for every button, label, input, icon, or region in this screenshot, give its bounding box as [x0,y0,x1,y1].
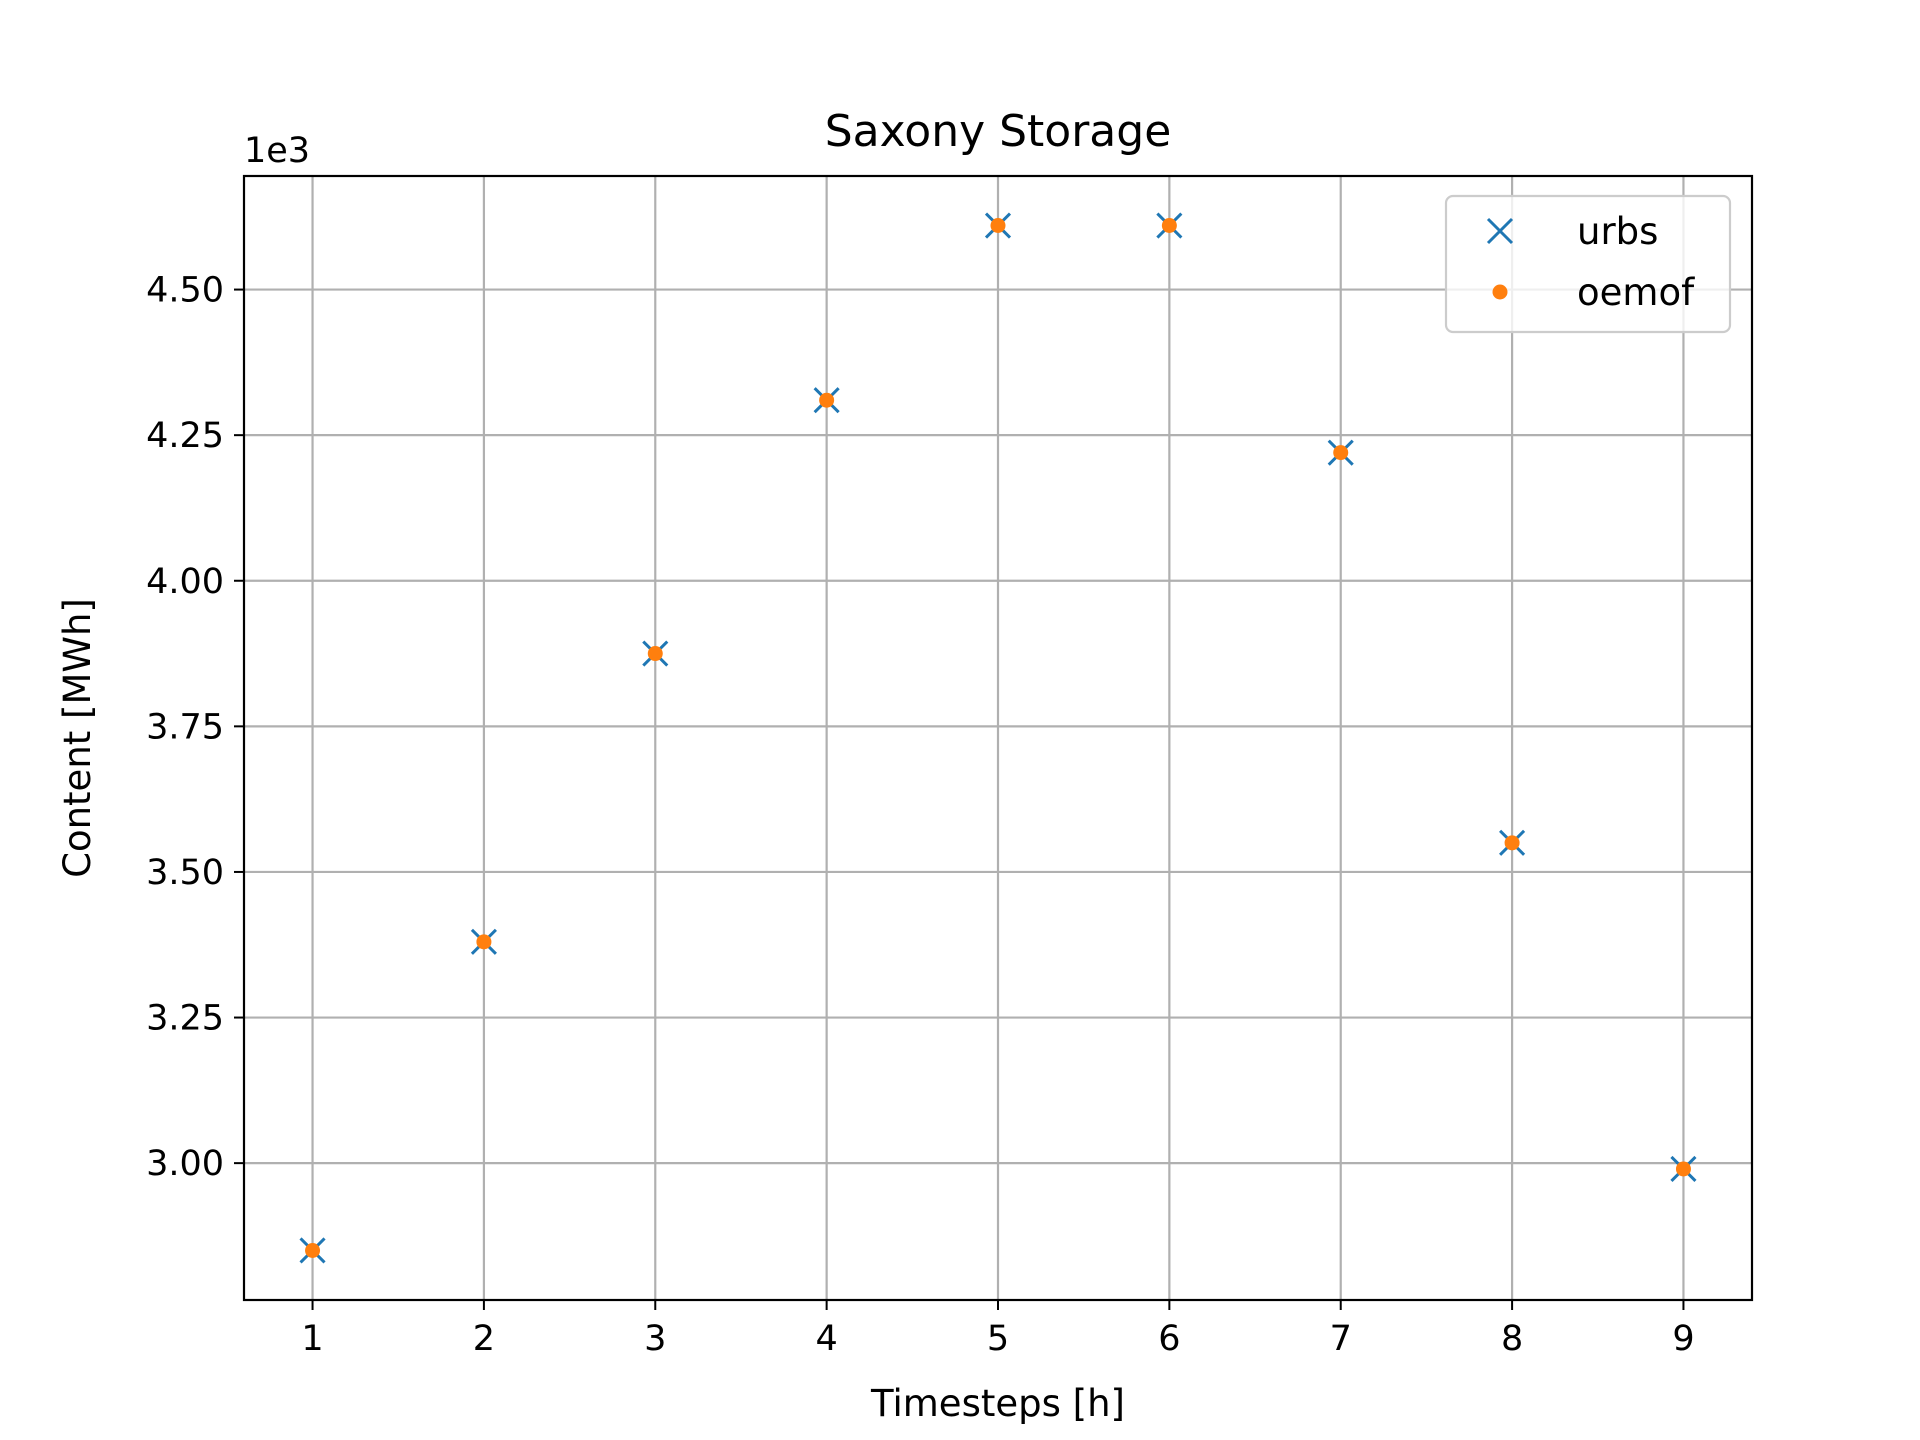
data-point-oemof [647,646,663,662]
x-axis-title: Timesteps [h] [870,1382,1125,1425]
y-tick-label: 3.00 [146,1144,224,1184]
y-tick-label: 4.25 [146,416,224,456]
data-point-oemof [1675,1161,1691,1177]
y-tick-label: 3.50 [146,853,224,893]
y-axis-ticks: 3.00 3.25 3.50 3.75 4.00 4.25 4.50 [146,271,244,1184]
data-point-oemof [1333,445,1349,461]
x-tick-label: 3 [644,1319,666,1359]
data-point-oemof [1161,218,1177,234]
x-tick-label: 2 [473,1319,495,1359]
y-tick-label: 3.25 [146,999,224,1039]
legend-marker-urbs [1486,217,1514,245]
x-axis-ticks: 1 2 3 4 5 6 7 8 9 [301,1300,1695,1359]
y-tick-label: 4.50 [146,271,224,311]
y-tick-label: 4.00 [146,562,224,602]
data-points [299,212,1697,1264]
x-tick-label: 5 [987,1319,1009,1359]
legend-label-oemof: oemof [1577,271,1695,314]
y-axis-title: Content [MWh] [56,598,99,878]
x-tick-label: 4 [815,1319,837,1359]
x-tick-label: 1 [301,1319,323,1359]
plot-frame [242,174,1754,1302]
data-point-oemof [990,218,1006,234]
x-tick-label: 7 [1330,1319,1352,1359]
legend-marker-oemof [1492,284,1508,300]
legend-items: urbs oemof [1486,210,1695,314]
data-point-oemof [819,392,835,408]
y-tick-label: 3.75 [146,707,224,747]
legend-label-urbs: urbs [1577,210,1658,253]
x-tick-label: 9 [1672,1319,1694,1359]
legend-box [1444,194,1732,334]
data-point-oemof [305,1242,321,1258]
grid-lines [244,176,1752,1300]
series-oemof [305,218,1691,1258]
data-point-oemof [1504,835,1520,851]
y-axis-offset-label: 1e3 [244,131,310,171]
chart-title: Saxony Storage [825,106,1172,157]
data-point-oemof [476,934,492,950]
legend: urbs oemof [1444,194,1732,334]
x-tick-label: 6 [1158,1319,1180,1359]
x-tick-label: 8 [1501,1319,1523,1359]
